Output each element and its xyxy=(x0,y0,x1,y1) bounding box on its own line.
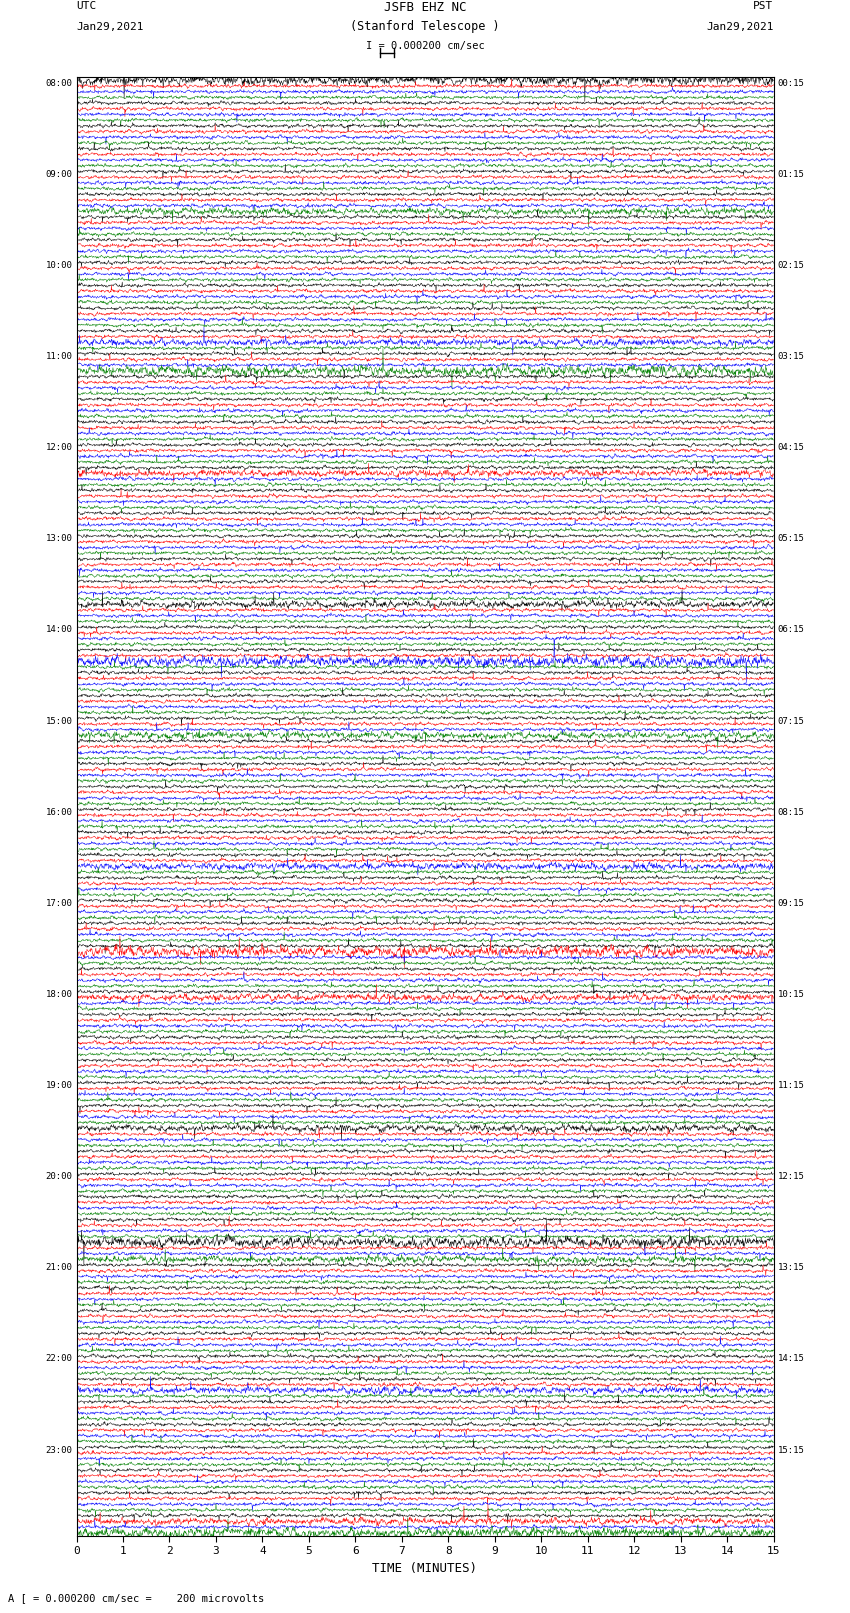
Text: 16:00: 16:00 xyxy=(45,808,72,816)
Text: 15:00: 15:00 xyxy=(45,716,72,726)
Text: 02:15: 02:15 xyxy=(778,261,805,269)
Text: 09:00: 09:00 xyxy=(45,169,72,179)
Text: 13:00: 13:00 xyxy=(45,534,72,544)
Text: 09:15: 09:15 xyxy=(778,898,805,908)
Text: Jan29,2021: Jan29,2021 xyxy=(706,21,774,32)
Text: 06:15: 06:15 xyxy=(778,626,805,634)
Text: 11:00: 11:00 xyxy=(45,352,72,361)
Text: 14:15: 14:15 xyxy=(778,1355,805,1363)
Text: 22:00: 22:00 xyxy=(45,1355,72,1363)
Text: 17:00: 17:00 xyxy=(45,898,72,908)
Text: 12:15: 12:15 xyxy=(778,1173,805,1181)
Text: 03:15: 03:15 xyxy=(778,352,805,361)
Text: 08:15: 08:15 xyxy=(778,808,805,816)
Text: 23:00: 23:00 xyxy=(45,1445,72,1455)
Text: 04:15: 04:15 xyxy=(778,444,805,452)
Text: PST: PST xyxy=(753,0,774,11)
Text: 11:15: 11:15 xyxy=(778,1081,805,1090)
Text: (Stanford Telescope ): (Stanford Telescope ) xyxy=(350,21,500,34)
Text: 19:00: 19:00 xyxy=(45,1081,72,1090)
Text: 21:00: 21:00 xyxy=(45,1263,72,1273)
Text: 10:00: 10:00 xyxy=(45,261,72,269)
X-axis label: TIME (MINUTES): TIME (MINUTES) xyxy=(372,1561,478,1574)
Text: 15:15: 15:15 xyxy=(778,1445,805,1455)
Text: UTC: UTC xyxy=(76,0,97,11)
Text: 05:15: 05:15 xyxy=(778,534,805,544)
Text: 01:15: 01:15 xyxy=(778,169,805,179)
Text: 13:15: 13:15 xyxy=(778,1263,805,1273)
Text: 14:00: 14:00 xyxy=(45,626,72,634)
Text: 18:00: 18:00 xyxy=(45,990,72,998)
Text: 08:00: 08:00 xyxy=(45,79,72,87)
Text: 12:00: 12:00 xyxy=(45,444,72,452)
Text: I = 0.000200 cm/sec: I = 0.000200 cm/sec xyxy=(366,40,484,52)
Text: 00:15: 00:15 xyxy=(778,79,805,87)
Text: JSFB EHZ NC: JSFB EHZ NC xyxy=(383,2,467,15)
Text: 20:00: 20:00 xyxy=(45,1173,72,1181)
Text: 07:15: 07:15 xyxy=(778,716,805,726)
Text: 10:15: 10:15 xyxy=(778,990,805,998)
Text: A [ = 0.000200 cm/sec =    200 microvolts: A [ = 0.000200 cm/sec = 200 microvolts xyxy=(8,1594,264,1603)
Text: Jan29,2021: Jan29,2021 xyxy=(76,21,144,32)
